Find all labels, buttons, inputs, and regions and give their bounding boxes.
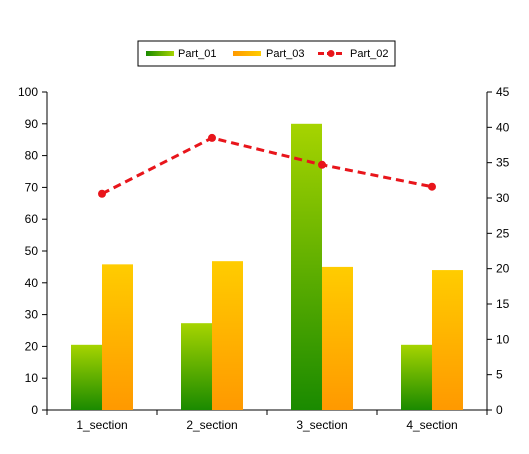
y-left-tick-label: 30: [25, 308, 39, 322]
y-left-tick-label: 80: [25, 149, 39, 163]
y-left-tick-label: 70: [25, 180, 39, 194]
y-right-tick-label: 30: [496, 191, 510, 205]
y-right-tick-label: 35: [496, 156, 510, 170]
legend-swatch-part-03: [233, 51, 261, 56]
y-right-tick-label: 20: [496, 262, 510, 276]
x-tick-label: 2_section: [186, 418, 237, 432]
line-part-02: [101, 136, 433, 196]
x-tick-label: 1_section: [76, 418, 127, 432]
bar-part-03: [322, 266, 353, 410]
y-right-tick-label: 10: [496, 332, 510, 346]
bar-part-01: [181, 323, 212, 410]
bars: [71, 123, 463, 411]
bar-part-01: [401, 344, 432, 410]
y-left-tick-label: 20: [25, 339, 39, 353]
legend-box: [137, 40, 396, 67]
bar-part-03: [432, 270, 463, 410]
y-left-tick-label: 50: [25, 244, 39, 258]
point-part-02: [428, 182, 436, 191]
point-part-02: [98, 189, 106, 198]
line-series: [98, 133, 436, 198]
y-left-tick-label: 100: [18, 85, 38, 99]
point-part-02: [208, 133, 216, 142]
legend-label-part-03: Part_03: [266, 48, 305, 60]
x-tick-label: 4_section: [406, 418, 457, 432]
legend-label-part-02: Part_02: [350, 48, 389, 60]
y-right-tick-label: 15: [496, 297, 510, 311]
y-left-tick-label: 10: [25, 371, 39, 385]
bar-part-01: [291, 123, 322, 411]
legend-marker-part-02: [327, 50, 335, 57]
y-left-tick-label: 0: [31, 403, 38, 417]
y-right-tick-label: 5: [496, 368, 503, 382]
y-left-tick-label: 90: [25, 117, 39, 131]
point-part-02: [318, 160, 326, 169]
y-right-tick-label: 40: [496, 120, 510, 134]
legend: Part_01 Part_03 Part_02: [137, 40, 396, 67]
tick-labels: 0 10 20 30 40 50 60 70 80 90 100 0 5 10 15 20 25 30 35 40 45…: [18, 85, 510, 432]
axes: [42, 91, 492, 415]
x-tick-label: 3_section: [296, 418, 347, 432]
legend-swatch-part-01: [146, 51, 174, 56]
y-right-tick-label: 25: [496, 226, 510, 240]
y-right-tick-label: 45: [496, 85, 510, 99]
y-left-tick-label: 40: [25, 276, 39, 290]
bar-part-01: [71, 344, 102, 410]
legend-label-part-01: Part_01: [178, 48, 217, 60]
y-left-tick-label: 60: [25, 212, 39, 226]
y-right-tick-label: 0: [496, 403, 503, 417]
bar-part-03: [212, 261, 243, 410]
bar-part-03: [102, 264, 133, 410]
